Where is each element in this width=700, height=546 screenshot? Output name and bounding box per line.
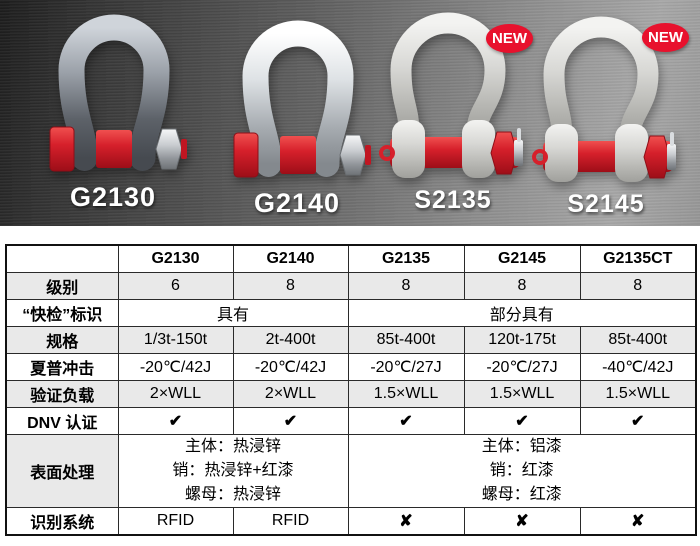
product-label-g2140: G2140 (253, 188, 341, 218)
cell-value: 8 (463, 272, 581, 300)
header-g2135: G2135 (347, 244, 465, 273)
cell-value: -20℃/27J (463, 353, 581, 381)
cell-value: 1/3t-150t (117, 326, 234, 354)
cell-value: -40℃/42J (579, 353, 697, 381)
surface-line: 螺母：热浸锌 (184, 486, 281, 503)
row-charpy: 夏普冲击 -20℃/42J -20℃/42J -20℃/27J -20℃/27J… (5, 353, 697, 381)
check-icon: ✔ (117, 407, 234, 435)
cell-value: 85t-400t (347, 326, 465, 354)
product-g2130: G2130 (38, 8, 188, 213)
cell-value: -20℃/42J (117, 353, 234, 381)
row-dnv: DNV 认证 ✔ ✔ ✔ ✔ ✔ (5, 407, 697, 435)
s2145-shackle-image (532, 16, 676, 182)
row-label-surface: 表面处理 (5, 434, 119, 508)
header-row: G2130 G2140 G2135 G2145 G2135CT (5, 244, 697, 273)
check-icon: ✔ (463, 407, 581, 435)
row-label-spec: 规格 (5, 326, 119, 354)
row-id-system: 识别系统 RFID RFID ✘ ✘ ✘ (5, 507, 697, 536)
header-g2145: G2145 (463, 244, 581, 273)
cell-value: 2×WLL (232, 380, 349, 408)
surface-line: 螺母：红漆 (481, 486, 562, 503)
row-spec: 规格 1/3t-150t 2t-400t 85t-400t 120t-175t … (5, 326, 697, 354)
cell-value: -20℃/42J (232, 353, 349, 381)
cell-value: -20℃/27J (347, 353, 465, 381)
comparison-table: G2130 G2140 G2135 G2145 G2135CT 级别 6 8 8… (5, 244, 697, 536)
cell-value: 2t-400t (232, 326, 349, 354)
g2130-shackle-image (49, 14, 187, 172)
row-quick-check: “快检”标识 具有 部分具有 (5, 299, 697, 327)
cell-value: 8 (579, 272, 697, 300)
cell-surface-right: 主体：铝漆 销：红漆 螺母：红漆 (347, 434, 697, 508)
row-label-id-system: 识别系统 (5, 507, 119, 536)
new-badge-s2145: NEW (642, 23, 689, 52)
product-s2145: S2145 (531, 14, 681, 219)
row-label-quick-check: “快检”标识 (5, 299, 119, 327)
row-grade: 级别 6 8 8 8 8 (5, 272, 697, 300)
row-label-grade: 级别 (5, 272, 119, 300)
cell-value: 1.5×WLL (347, 380, 465, 408)
cross-icon: ✘ (347, 507, 465, 536)
header-g2130: G2130 (117, 244, 234, 273)
cell-value: 6 (117, 272, 234, 300)
header-empty (5, 244, 119, 273)
comparison-table-wrap: G2130 G2140 G2135 G2145 G2135CT 级别 6 8 8… (5, 244, 697, 536)
new-badge-s2135: NEW (486, 24, 533, 53)
cell-value: 85t-400t (579, 326, 697, 354)
s2135-shackle-image (379, 12, 523, 178)
product-s2135: S2135 (378, 10, 528, 215)
g2140-shackle-image (233, 20, 371, 178)
row-surface: 表面处理 主体：热浸锌 销：热浸锌+红漆 螺母：热浸锌 主体：铝漆 销：红漆 螺… (5, 434, 697, 508)
cross-icon: ✘ (463, 507, 581, 536)
cell-value: RFID (232, 507, 349, 536)
cell-quick-check-right: 部分具有 (347, 299, 697, 327)
surface-line: 主体：热浸锌 (184, 438, 281, 455)
cell-value: RFID (117, 507, 234, 536)
row-label-proof-load: 验证负载 (5, 380, 119, 408)
cell-surface-left: 主体：热浸锌 销：热浸锌+红漆 螺母：热浸锌 (117, 434, 349, 508)
check-icon: ✔ (232, 407, 349, 435)
check-icon: ✔ (579, 407, 697, 435)
row-proof-load: 验证负载 2×WLL 2×WLL 1.5×WLL 1.5×WLL 1.5×WLL (5, 380, 697, 408)
cell-value: 8 (347, 272, 465, 300)
product-g2140: G2140 (222, 14, 372, 219)
cell-value: 120t-175t (463, 326, 581, 354)
surface-line: 销：红漆 (489, 462, 554, 479)
header-g2140: G2140 (232, 244, 349, 273)
product-banner: G2130 G2140 (0, 0, 700, 226)
cell-value: 2×WLL (117, 380, 234, 408)
product-label-s2145: S2145 (567, 190, 645, 218)
cell-quick-check-left: 具有 (117, 299, 349, 327)
cell-value: 1.5×WLL (463, 380, 581, 408)
surface-line: 主体：铝漆 (481, 438, 562, 455)
cross-icon: ✘ (579, 507, 697, 536)
product-label-s2135: S2135 (414, 186, 492, 214)
surface-line: 销：热浸锌+红漆 (172, 462, 294, 479)
cell-value: 8 (232, 272, 349, 300)
product-label-g2130: G2130 (69, 182, 157, 212)
row-label-charpy: 夏普冲击 (5, 353, 119, 381)
row-label-dnv: DNV 认证 (5, 407, 119, 435)
header-g2135ct: G2135CT (579, 244, 697, 273)
cell-value: 1.5×WLL (579, 380, 697, 408)
check-icon: ✔ (347, 407, 465, 435)
